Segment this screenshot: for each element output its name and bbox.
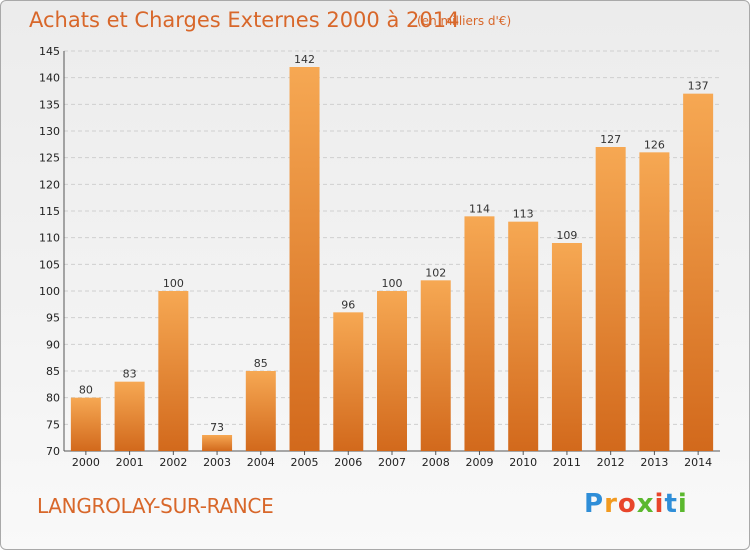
value-label: 96	[341, 298, 355, 311]
y-tick-label: 95	[46, 312, 60, 325]
y-tick-label: 80	[46, 392, 60, 405]
y-tick-labels: 70 75 80 85 90 95 100 105 110 115 120 125 130 135 140 1…	[39, 45, 60, 458]
value-label: 102	[425, 266, 446, 279]
x-tick-label: 2000	[72, 456, 100, 469]
value-label: 126	[644, 138, 665, 151]
bar-2003	[202, 435, 233, 451]
y-tick-label: 85	[46, 365, 60, 378]
value-label: 73	[210, 421, 224, 434]
bar-2012	[595, 147, 626, 451]
bars	[70, 67, 714, 452]
chart-title: Achats et Charges Externes 2000 à 2014	[29, 8, 460, 32]
bar-2013	[639, 152, 670, 452]
value-label: 142	[294, 53, 315, 66]
value-label: 113	[513, 208, 534, 221]
bar-2007	[377, 291, 407, 451]
bar-2006	[333, 312, 364, 451]
bar-2004	[245, 371, 276, 451]
bar-2000	[70, 397, 101, 451]
value-label: 80	[79, 384, 93, 397]
y-tick-label: 90	[46, 338, 60, 351]
logo-letter: i	[677, 489, 688, 519]
logo-letter: o	[617, 489, 637, 519]
x-tick-label: 2010	[509, 456, 537, 469]
x-tick-label: 2008	[422, 456, 450, 469]
bar-2001	[114, 381, 145, 451]
proxiti-logo: Proxiti	[584, 489, 688, 519]
value-label: 114	[469, 202, 490, 215]
x-tick-label: 2004	[247, 456, 275, 469]
x-tick-label: 2011	[553, 456, 581, 469]
bar-2008	[420, 280, 451, 451]
logo-letter: r	[604, 489, 618, 519]
y-tick-label: 135	[39, 98, 60, 111]
y-tick-label: 75	[46, 418, 60, 431]
x-tick-label: 2013	[640, 456, 668, 469]
y-tick-label: 145	[39, 45, 60, 58]
value-label: 83	[123, 368, 137, 381]
x-tick-labels: 2000 2001 2002 2003 2004 2005 2006 2007 2008 2009…	[72, 456, 712, 469]
y-tick-label: 105	[39, 258, 60, 271]
value-labels: 80 83 100 73 85 142 96 100 102 114 113 109 127 126 137	[79, 53, 709, 434]
bar-2014	[683, 93, 714, 452]
y-tick-label: 140	[39, 72, 60, 85]
logo-letter: P	[584, 489, 605, 519]
x-tick-label: 2007	[378, 456, 406, 469]
logo-letter: i	[654, 489, 665, 519]
commune-name: LANGROLAY-SUR-RANCE	[37, 494, 274, 518]
y-tick-label: 125	[39, 152, 60, 165]
bar-2009	[464, 216, 495, 451]
logo-letter: t	[664, 489, 678, 519]
y-tick-label: 100	[39, 285, 60, 298]
x-tick-label: 2009	[465, 456, 493, 469]
bar-2010	[508, 221, 539, 451]
value-label: 100	[163, 277, 184, 290]
x-tick-label: 2002	[159, 456, 187, 469]
x-tick-label: 2001	[116, 456, 144, 469]
x-tick-label: 2012	[597, 456, 625, 469]
bar-2011	[551, 243, 582, 451]
y-tick-label: 130	[39, 125, 60, 138]
chart-unit: (en milliers d'€)	[417, 14, 512, 28]
value-label: 109	[556, 229, 577, 242]
value-label: 85	[254, 357, 268, 370]
x-tick-label: 2006	[334, 456, 362, 469]
bar-2005	[289, 67, 320, 451]
value-label: 137	[688, 80, 709, 93]
value-label: 127	[600, 133, 621, 146]
y-tick-label: 70	[46, 445, 60, 458]
x-tick-label: 2014	[684, 456, 712, 469]
y-tick-label: 120	[39, 178, 60, 191]
y-tick-label: 115	[39, 205, 60, 218]
bar-2002	[158, 291, 189, 451]
value-label: 100	[382, 277, 403, 290]
x-tick-label: 2005	[291, 456, 319, 469]
logo-letter: x	[636, 489, 655, 519]
x-tick-label: 2003	[203, 456, 231, 469]
y-tick-label: 110	[39, 232, 60, 245]
